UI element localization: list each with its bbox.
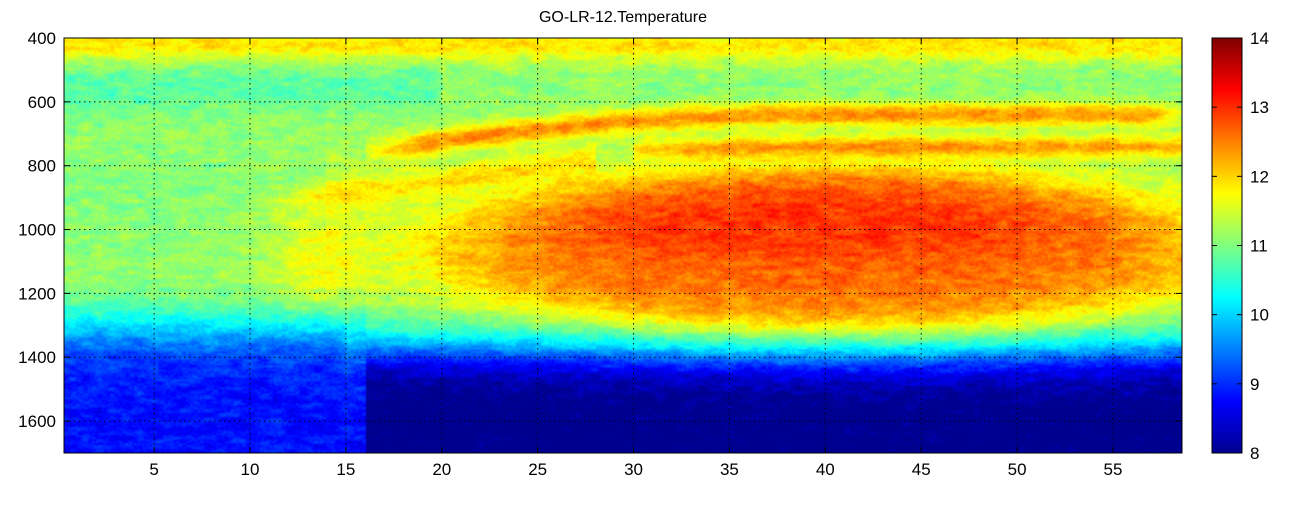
x-tick-label: 40 — [816, 460, 835, 479]
plot-frame — [63, 37, 1183, 454]
y-axis: 400 600 800 1000 1200 1400 1600 — [18, 29, 1182, 431]
grid-lines — [64, 38, 1182, 453]
colorbar-tick-label: 9 — [1250, 375, 1259, 394]
y-tick-label: 1400 — [18, 348, 56, 367]
colorbar-tick-label: 10 — [1250, 306, 1269, 325]
colorbar-tick-label: 14 — [1250, 29, 1269, 48]
chart-title: GO-LR-12.Temperature — [539, 9, 707, 26]
colorbar-tick-label: 13 — [1250, 98, 1269, 117]
x-tick-label: 50 — [1008, 460, 1027, 479]
x-tick-label: 25 — [528, 460, 547, 479]
x-tick-label: 45 — [912, 460, 931, 479]
x-tick-label: 35 — [720, 460, 739, 479]
x-axis: 5 10 15 20 25 30 35 40 45 50 55 — [149, 38, 1122, 479]
colorbar-axis: 8 9 10 11 12 13 14 — [1212, 29, 1269, 463]
colorbar-tick-label: 12 — [1250, 167, 1269, 186]
x-tick-label: 15 — [336, 460, 355, 479]
y-tick-label: 1000 — [18, 221, 56, 240]
x-tick-label: 55 — [1104, 460, 1123, 479]
y-tick-label: 600 — [28, 93, 56, 112]
x-tick-label: 30 — [624, 460, 643, 479]
x-tick-label: 20 — [432, 460, 451, 479]
y-tick-label: 400 — [28, 29, 56, 48]
colorbar-tick-label: 11 — [1250, 237, 1268, 256]
x-tick-label: 10 — [241, 460, 260, 479]
colorbar-tick-label: 8 — [1250, 444, 1259, 463]
heatmap-image — [64, 38, 1182, 453]
y-tick-label: 800 — [28, 157, 56, 176]
y-tick-label: 1200 — [18, 284, 56, 303]
x-tick-label: 5 — [149, 460, 158, 479]
y-tick-label: 1600 — [18, 412, 56, 431]
